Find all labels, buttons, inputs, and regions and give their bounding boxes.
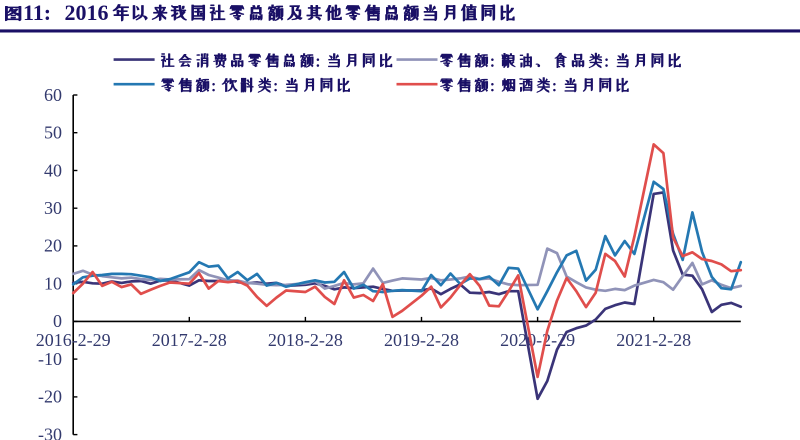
svg-text:2018-2-28: 2018-2-28 — [268, 330, 343, 350]
svg-text:10: 10 — [44, 274, 62, 294]
svg-text:-20: -20 — [38, 387, 62, 407]
svg-text:-10: -10 — [38, 349, 62, 369]
svg-text:2021-2-28: 2021-2-28 — [616, 330, 691, 350]
svg-text:2016: 2016 — [65, 0, 109, 25]
svg-text:50: 50 — [44, 123, 62, 143]
svg-text:11:: 11: — [23, 0, 51, 25]
svg-text:2016-2-29: 2016-2-29 — [36, 330, 111, 350]
svg-text:40: 40 — [44, 160, 62, 180]
svg-text:-30: -30 — [38, 424, 62, 440]
svg-text:20: 20 — [44, 236, 62, 256]
svg-text:60: 60 — [44, 85, 62, 105]
svg-text:2019-2-28: 2019-2-28 — [384, 330, 459, 350]
svg-text:2017-2-28: 2017-2-28 — [152, 330, 227, 350]
svg-text:30: 30 — [44, 198, 62, 218]
svg-text:0: 0 — [53, 311, 62, 331]
svg-text:2020-2-29: 2020-2-29 — [500, 330, 575, 350]
